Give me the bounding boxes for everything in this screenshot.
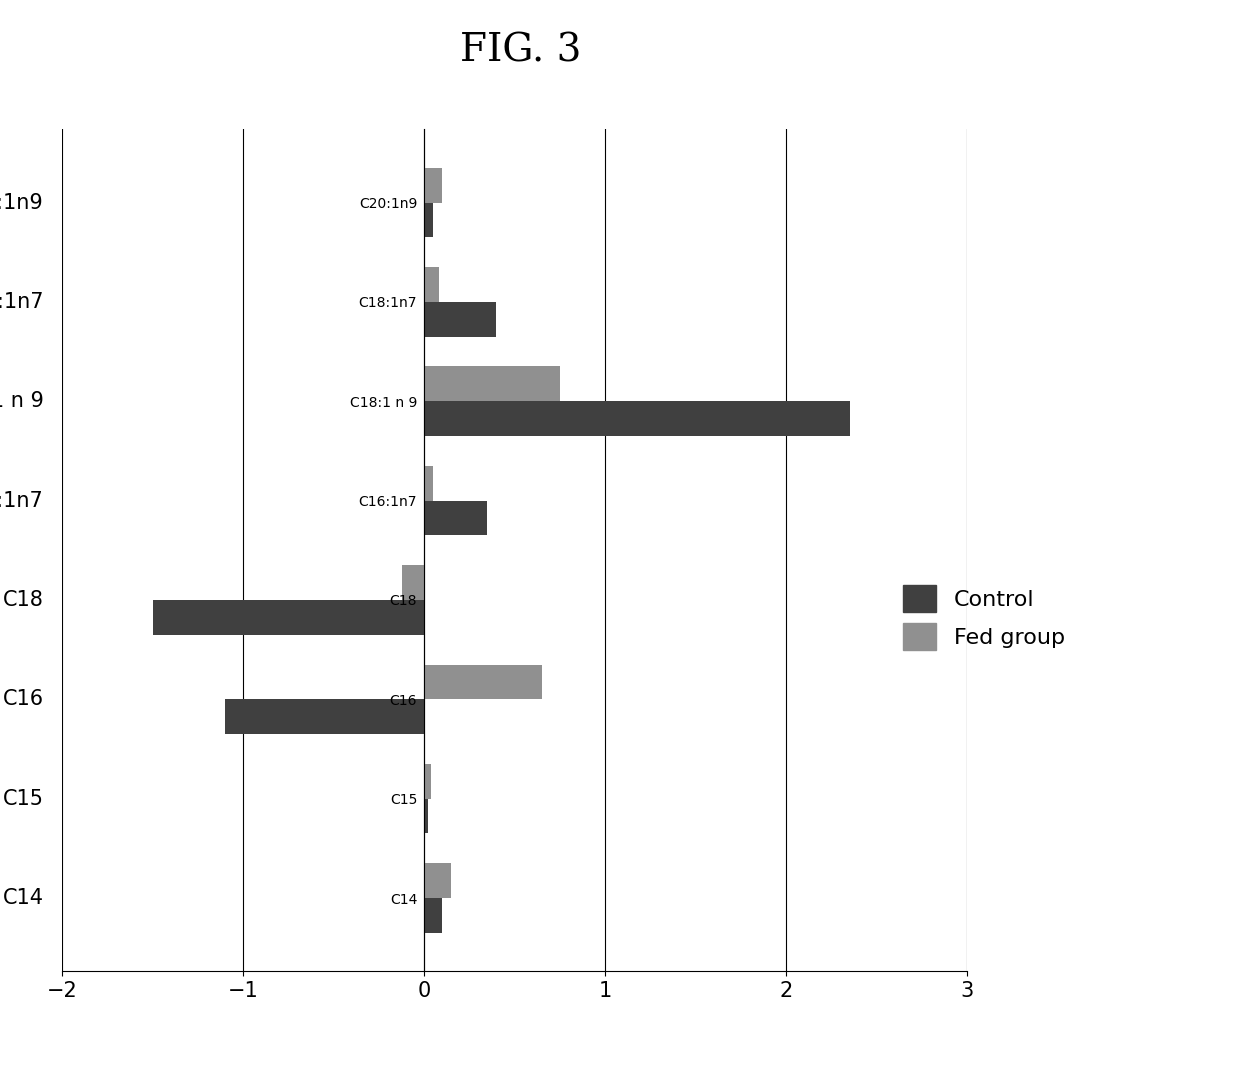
Bar [424,302,496,337]
Bar [402,565,424,600]
Text: C20:1n9: C20:1n9 [0,192,43,213]
Bar [153,600,424,634]
Text: C18: C18 [2,590,43,610]
Text: C18:1n7: C18:1n7 [0,292,43,312]
Bar [424,665,542,699]
Bar [424,167,443,203]
Bar [424,367,560,401]
Text: C18:1 n 9: C18:1 n 9 [0,392,43,411]
Bar [424,898,443,933]
Bar [424,268,439,302]
Bar [424,466,433,501]
Text: C16: C16 [2,689,43,709]
Text: C15: C15 [2,789,43,808]
Text: FIG. 3: FIG. 3 [460,32,582,69]
Text: C16:1n7: C16:1n7 [0,491,43,510]
Text: C14: C14 [2,888,43,909]
Legend: Control, Fed group: Control, Fed group [894,576,1074,659]
Bar [424,501,487,535]
Bar [424,863,451,898]
Bar [424,764,432,798]
Bar [224,699,424,734]
Bar [424,203,433,237]
Bar [424,798,428,833]
Bar [424,401,849,436]
